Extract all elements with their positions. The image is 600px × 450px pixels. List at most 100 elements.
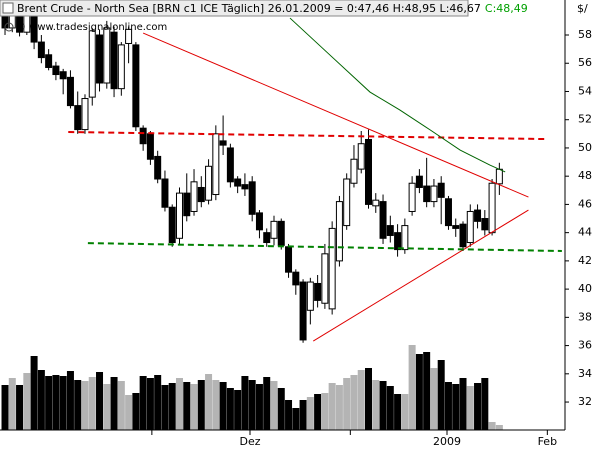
- volume-bar: [270, 381, 278, 430]
- candle-body: [488, 182, 496, 234]
- volume-bar: [292, 408, 300, 430]
- candle-body: [175, 192, 183, 239]
- volume-bar: [219, 382, 227, 430]
- candle-body: [219, 140, 227, 146]
- candle-body: [59, 71, 67, 80]
- volume-bar: [23, 373, 31, 430]
- volume-bar: [30, 356, 38, 430]
- candle-body: [328, 227, 336, 310]
- volume-bar: [59, 376, 67, 430]
- volume-bar: [285, 400, 293, 430]
- title-close: C:48,49: [485, 2, 528, 15]
- volume-bar: [205, 374, 213, 430]
- candle-body: [234, 178, 242, 187]
- volume-bar: [183, 382, 191, 430]
- candle-body: [299, 281, 307, 341]
- candle-body: [183, 192, 191, 217]
- volume-bar: [117, 381, 125, 430]
- y-tick-label: 48: [578, 169, 592, 182]
- candle-body: [285, 246, 293, 273]
- volume-bar: [401, 394, 409, 430]
- header-box: [0, 0, 469, 17]
- volume-bar: [415, 354, 423, 430]
- candle-body: [386, 225, 394, 236]
- candle-body: [430, 185, 438, 203]
- candle-body: [161, 178, 169, 208]
- volume-bar: [255, 384, 263, 430]
- volume-bar: [234, 390, 242, 430]
- volume-bar: [277, 388, 285, 430]
- candle-body: [466, 210, 474, 244]
- candle-body: [481, 218, 489, 231]
- candle-body: [474, 209, 482, 222]
- candle-body: [103, 27, 111, 84]
- y-tick-label: 40: [578, 282, 592, 295]
- volume-bar: [372, 380, 380, 430]
- candle-body: [139, 127, 147, 145]
- volume-bar: [437, 360, 445, 430]
- volume-bar: [263, 377, 271, 430]
- candle-body: [357, 143, 365, 170]
- volume-bar: [350, 375, 358, 430]
- volume-bar: [299, 400, 307, 430]
- volume-bar: [103, 384, 111, 430]
- volume-bar: [459, 378, 467, 430]
- candle-body: [88, 30, 96, 98]
- volume-bar: [125, 395, 133, 430]
- volume-bar: [335, 385, 343, 430]
- candle-body: [146, 133, 154, 160]
- candle-body: [292, 271, 300, 286]
- candle-body: [365, 138, 373, 205]
- volume-bar: [52, 375, 60, 430]
- header-icon: [2, 2, 14, 14]
- volume-bar: [8, 378, 16, 430]
- y-tick-label: 50: [578, 141, 592, 154]
- candle-body: [314, 282, 322, 301]
- plot-area: [1, 6, 562, 430]
- volume-bar: [110, 377, 118, 430]
- y-tick-label: 38: [578, 310, 592, 323]
- candle-body: [52, 65, 60, 76]
- y-tick-label: 44: [578, 226, 592, 239]
- candle-body: [452, 225, 460, 229]
- volume-bar: [197, 380, 205, 430]
- title-text: Brent Crude - North Sea [BRN c1 ICE Tägl…: [17, 2, 481, 15]
- candle-body: [270, 220, 278, 239]
- candle-body: [277, 220, 285, 246]
- chart-title: Brent Crude - North Sea [BRN c1 ICE Tägl…: [17, 2, 528, 15]
- volume-bar: [321, 393, 329, 430]
- candle-body: [444, 198, 452, 227]
- candle-body: [205, 165, 213, 201]
- trend-line: [142, 32, 529, 198]
- candle-body: [241, 184, 249, 190]
- y-axis-label: $/: [577, 2, 588, 15]
- volume-bar: [430, 368, 438, 430]
- volume-bar: [66, 371, 74, 430]
- candle-body: [110, 31, 118, 90]
- volume-bar: [379, 381, 387, 430]
- x-tick-label: Dez: [239, 435, 260, 448]
- candle-body: [190, 181, 198, 212]
- y-tick-label: 42: [578, 254, 592, 267]
- candle-body: [415, 175, 423, 188]
- volume-bar: [328, 383, 336, 430]
- candle-body: [132, 44, 140, 128]
- volume-bar: [394, 394, 402, 430]
- volume-bar: [154, 375, 162, 430]
- candle-body: [212, 133, 220, 196]
- volume-bar: [37, 370, 45, 430]
- volume-bar: [96, 372, 104, 430]
- dashed-level: [87, 242, 562, 252]
- volume-bar: [408, 345, 416, 430]
- candle-body: [66, 76, 74, 107]
- volume-bar: [161, 385, 169, 430]
- volume-bar: [481, 378, 489, 430]
- volume-bar: [88, 377, 96, 430]
- candle-body: [81, 98, 89, 131]
- volume-bar: [444, 382, 452, 430]
- candle-body: [372, 199, 380, 207]
- volume-bar: [248, 380, 256, 430]
- y-tick-label: 34: [578, 367, 592, 380]
- candle-body: [437, 182, 445, 198]
